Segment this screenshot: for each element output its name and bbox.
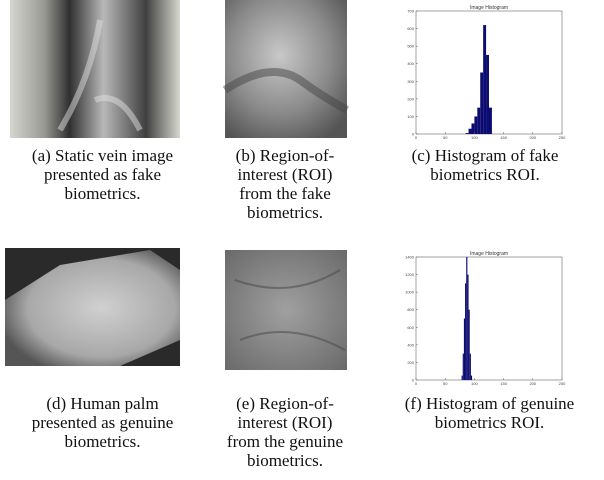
bar (466, 257, 467, 380)
x-tick-label: 150 (500, 135, 507, 140)
x-tick-label: 200 (529, 135, 536, 140)
y-tick-label: 400 (407, 61, 414, 66)
caption-line: from the genuine (205, 432, 365, 451)
y-tick-label: 600 (407, 26, 414, 31)
caption-line: (f) Histogram of genuine (382, 394, 597, 413)
figure: Image Histogram 0 50 100 150 200 250 0 100 200 300… (0, 0, 604, 480)
y-tick-label: 1200 (405, 272, 415, 277)
x-tick-label: 150 (500, 381, 507, 386)
bar (469, 310, 470, 380)
caption-line: interest (ROI) (205, 413, 365, 432)
bar (471, 376, 472, 380)
bar (467, 275, 468, 380)
image-e (225, 250, 347, 370)
x-tick-label: 50 (443, 381, 448, 386)
x-tick-label: 250 (559, 135, 566, 140)
bar (474, 116, 477, 134)
x-tick-label: 50 (443, 135, 448, 140)
image-b (225, 0, 347, 138)
bar (463, 354, 464, 380)
bar (477, 108, 480, 134)
x-tick-label: 100 (471, 381, 478, 386)
image-a (10, 0, 180, 138)
plot-area (416, 257, 562, 380)
caption-line: interest (ROI) (205, 165, 365, 184)
caption-line: biometrics ROI. (385, 165, 585, 184)
x-tick-label: 0 (415, 381, 418, 386)
bar (464, 319, 465, 381)
y-tick-label: 800 (407, 307, 414, 312)
caption-line: (b) Region-of- (205, 146, 365, 165)
caption-line: biometrics. (205, 451, 365, 470)
bar (462, 376, 463, 380)
caption: (b) Region-of-interest (ROI)from the fak… (205, 146, 365, 222)
caption-line: biometrics ROI. (382, 413, 597, 432)
y-tick-label: 400 (407, 342, 414, 347)
caption-line: from the fake (205, 184, 365, 203)
bar (465, 283, 466, 380)
caption-line: biometrics. (10, 184, 195, 203)
caption-line: presented as genuine (10, 413, 195, 432)
bar (466, 133, 469, 134)
caption-line: (e) Region-of- (205, 394, 365, 413)
y-tick-label: 1400 (405, 255, 415, 260)
chart-title: Image Histogram (470, 251, 508, 257)
y-tick-label: 100 (407, 114, 414, 119)
bar (470, 354, 471, 380)
caption-line: (c) Histogram of fake (385, 146, 585, 165)
bar (489, 108, 492, 134)
caption-line: biometrics. (10, 432, 195, 451)
y-tick-label: 200 (407, 96, 414, 101)
caption-line: (d) Human palm (10, 394, 195, 413)
x-tick-label: 250 (559, 381, 566, 386)
x-tick-label: 200 (529, 381, 536, 386)
x-tick-label: 0 (415, 135, 418, 140)
bar (480, 73, 483, 135)
y-tick-label: 700 (407, 9, 414, 14)
caption-line: biometrics. (205, 203, 365, 222)
caption: (e) Region-of-interest (ROI)from the gen… (205, 394, 365, 470)
bar (486, 55, 489, 134)
y-tick-label: 300 (407, 79, 414, 84)
x-tick-label: 100 (471, 135, 478, 140)
y-tick-label: 200 (407, 360, 414, 365)
y-tick-label: 600 (407, 325, 414, 330)
bar (469, 129, 472, 134)
chart-title: Image Histogram (470, 5, 508, 11)
bar (483, 25, 486, 134)
caption-line: presented as fake (10, 165, 195, 184)
y-tick-label: 1000 (405, 290, 415, 295)
y-tick-label: 500 (407, 44, 414, 49)
bar (471, 123, 474, 134)
caption-line: (a) Static vein image (10, 146, 195, 165)
